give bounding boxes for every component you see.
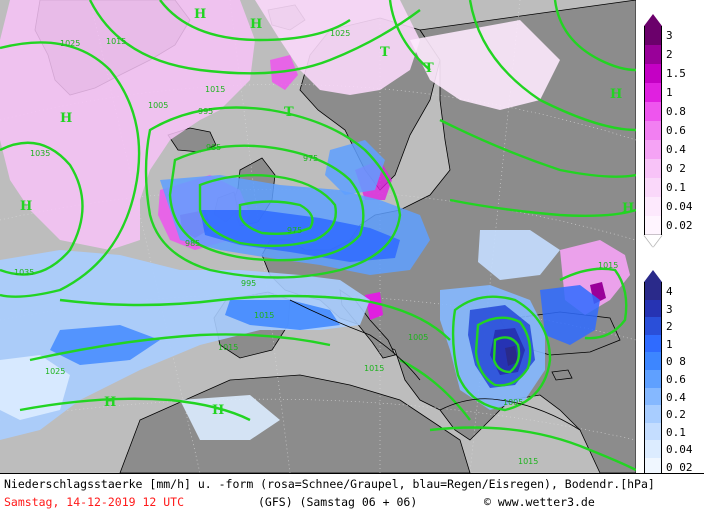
snow-scale-swatch: [644, 26, 662, 45]
isobar-label: 1015: [254, 311, 274, 320]
rain-scale-label: 1: [666, 337, 673, 351]
snow-scale-label: 0.6: [666, 124, 686, 137]
snow-scale-label: 0 2: [666, 162, 686, 175]
isobar-label: 1015: [106, 37, 126, 46]
rain-scale-swatch: [644, 370, 662, 388]
isobar-label: 985: [206, 143, 221, 152]
rain-scale-swatch: [644, 387, 662, 406]
rain-scale-label: 0.04: [666, 443, 693, 457]
rain-scale-label: 0.2: [666, 408, 686, 422]
isobar-label: 1025: [45, 367, 65, 376]
isobar-label: 1005: [503, 398, 523, 407]
rain-scale-swatch: [644, 458, 662, 476]
snow-scale-swatch: [644, 64, 662, 83]
rain-scale-swatch: [644, 334, 662, 353]
high-pressure-label: H: [194, 7, 206, 22]
high-pressure-label: H: [104, 395, 116, 410]
isobar-label: 985: [185, 239, 200, 248]
isobar-label: 995: [198, 107, 213, 116]
snow-scale-swatch: [644, 159, 662, 178]
snow-scale-label: 1: [666, 86, 673, 99]
isobar-label: 1025: [330, 29, 350, 38]
snow-scale-swatch: [644, 178, 662, 197]
rain-scale-label: 0 02: [666, 461, 693, 474]
isobar-label: 1035: [30, 149, 50, 158]
high-pressure-label: H: [20, 199, 32, 214]
snow-scale-label: 0.4: [666, 143, 686, 156]
rain-scale-top-arrow: [644, 270, 662, 282]
isobar-label: 975: [303, 154, 318, 163]
snow-scale-label: 3: [666, 29, 673, 42]
snow-scale-label: 0.02: [666, 219, 693, 232]
isobar-label: 1015: [518, 457, 538, 466]
high-pressure-label: H: [212, 403, 224, 418]
isobar-label: 1015: [598, 261, 618, 270]
caption-date: Samstag, 14-12-2019 12 UTC: [4, 495, 185, 509]
low-pressure-label: T: [424, 61, 434, 76]
rain-scale-label: 0.6: [666, 373, 686, 386]
rain-scale-swatch: [644, 405, 662, 423]
rain-scale-swatch: [644, 422, 662, 441]
isobars: [0, 0, 636, 472]
rain-scale-swatch: [644, 299, 662, 318]
isobar-label: 1035: [14, 268, 34, 277]
isobar-label: 1025: [60, 39, 80, 48]
rain-scale-label: 2: [666, 320, 673, 334]
snow-scale-swatch: [644, 121, 662, 140]
high-pressure-label: H: [610, 87, 622, 102]
rain-scale-swatch: [644, 352, 662, 370]
snow-scale-swatch: [644, 140, 662, 159]
snow-scale-swatch: [644, 197, 662, 216]
snow-scale-swatch: [644, 45, 662, 64]
low-pressure-label: T: [284, 105, 294, 120]
snow-scale-swatch: [644, 216, 662, 235]
caption-copyright: © www.wetter3.de: [484, 495, 595, 509]
rain-scale-swatch: [644, 282, 662, 300]
high-pressure-label: H: [622, 201, 634, 216]
isobar-label: 1005: [408, 333, 428, 342]
rain-precipitation: [0, 140, 600, 440]
snow-scale-label: 0.8: [666, 105, 686, 118]
rain-scale-swatch: [644, 317, 662, 335]
snow-scale-label: 1.5: [666, 67, 686, 80]
isobar-label: 1015: [218, 343, 238, 352]
snow-scale-label: 2: [666, 48, 673, 61]
isobar-label: 1015: [364, 364, 384, 373]
isobar-label: 995: [241, 279, 256, 288]
rain-scale-swatch: [644, 440, 662, 458]
snow-scale-swatch: [644, 102, 662, 121]
isobar-label: 1015: [205, 85, 225, 94]
high-pressure-label: H: [250, 17, 262, 32]
isobar-label: 975: [287, 226, 302, 235]
iceland: [167, 127, 217, 153]
cyprus: [551, 369, 573, 381]
coastlines: [289, 299, 581, 431]
snow-scale-label: 0.1: [666, 181, 686, 194]
caption-model-run: (GFS) (Samstag 06 + 06): [258, 495, 418, 509]
rain-scale-label: 0 8: [666, 355, 686, 369]
rain-scale-label: 4: [666, 285, 673, 298]
pressure-centers: H H H H H H H H T T T: [20, 7, 634, 418]
synoptic-map: 1025 1005 1015 995 985 975 1035 1025 101…: [0, 0, 636, 473]
rain-scale-label: 0.1: [666, 425, 686, 439]
snow-scale-label: 0.04: [666, 200, 693, 213]
isobar-labels: 1025 1005 1015 995 985 975 1035 1025 101…: [14, 29, 618, 466]
precipitation-legend: 3 2 1.5 1 0.8 0.6 0.4 0 2 0.1 0.04 0.02 4 3 2 1 0 8 0.6…: [636, 0, 704, 488]
snow-scale-top-arrow: [644, 14, 662, 26]
snow-scale-bottom-arrow: [644, 235, 662, 247]
rain-scale-label: 3: [666, 302, 673, 316]
low-pressure-label: T: [380, 45, 390, 60]
map-caption: Niederschlagsstaerke [mm/h] u. -form (ro…: [0, 473, 704, 514]
snow-scale-swatch: [644, 83, 662, 102]
caption-description: Niederschlagsstaerke [mm/h] u. -form (ro…: [4, 477, 655, 491]
rain-scale-label: 0.4: [666, 390, 686, 404]
high-pressure-label: H: [60, 111, 72, 126]
isobar-label: 1005: [148, 101, 168, 110]
